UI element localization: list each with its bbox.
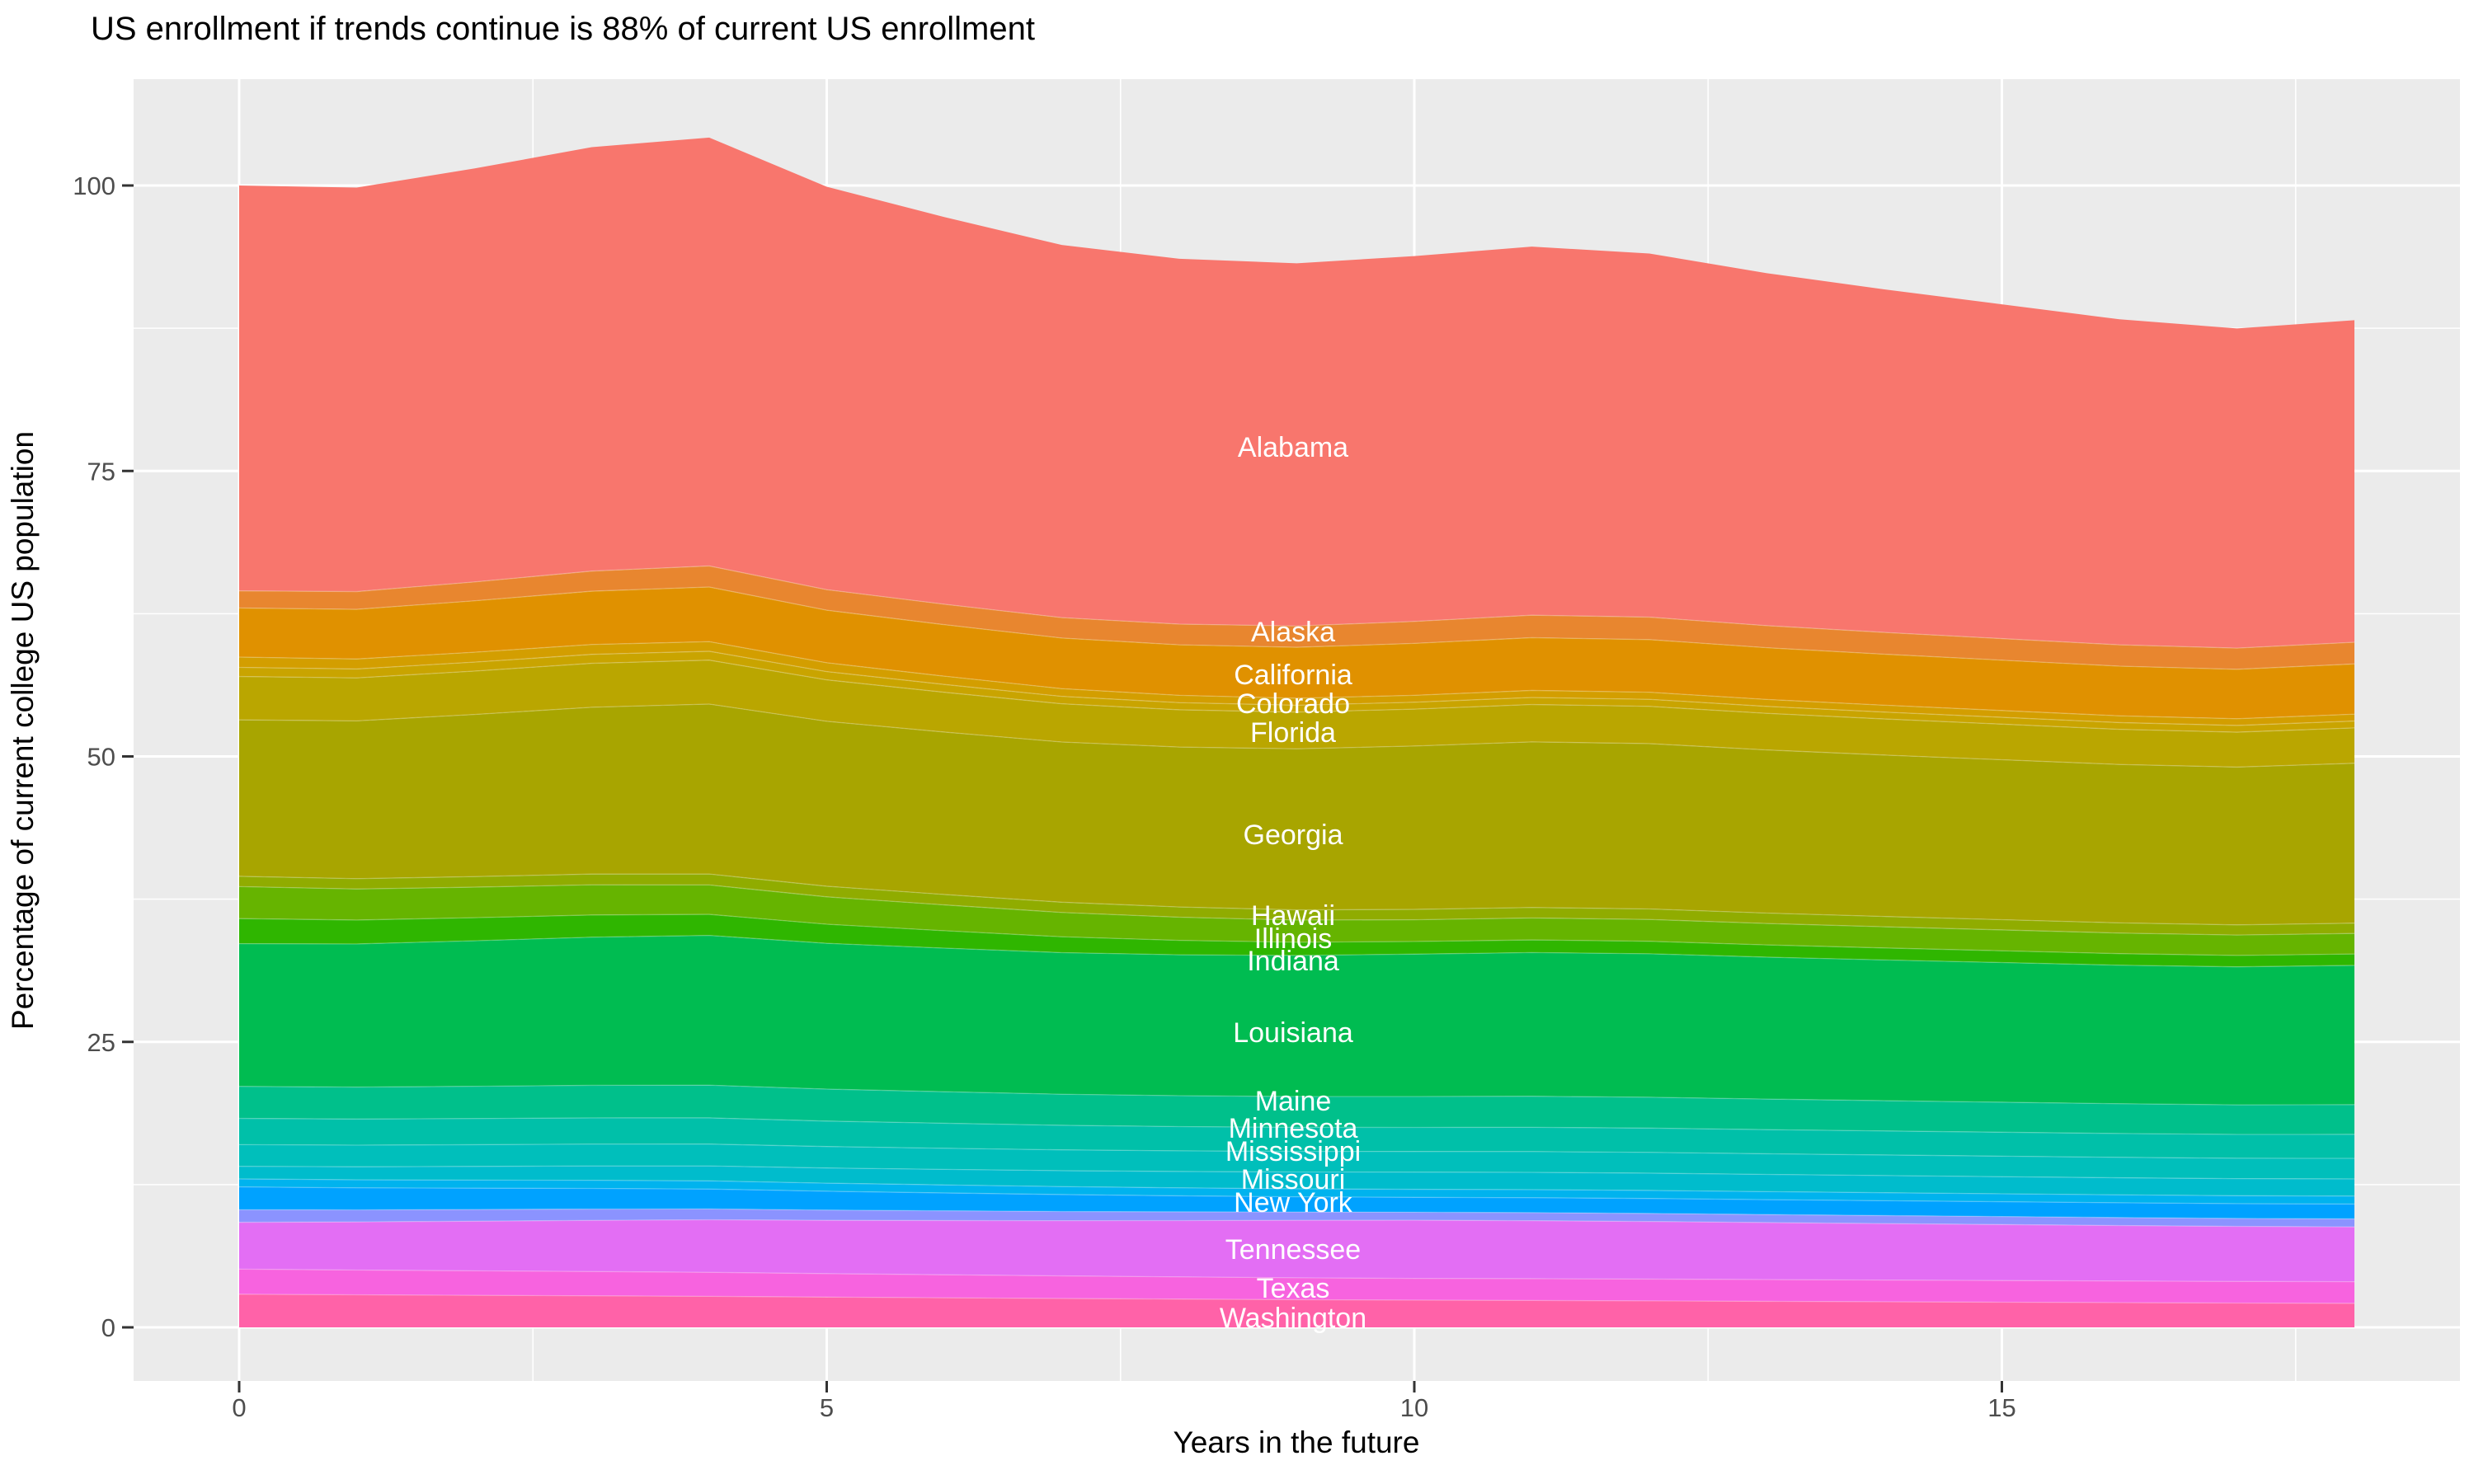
- state-label-georgia: Georgia: [1244, 819, 1343, 851]
- area-illinois: [239, 885, 2354, 956]
- band-seam: [238, 1084, 2355, 1106]
- state-label-maine: Maine: [1255, 1086, 1332, 1117]
- area-georgia: [239, 703, 2354, 925]
- area-indiana: [239, 914, 2354, 967]
- band-seam: [238, 1117, 2355, 1135]
- x-tick-label-5: 5: [820, 1393, 834, 1422]
- band-seam: [238, 1294, 2355, 1304]
- state-label-alabama: Alabama: [1238, 432, 1348, 463]
- x-tick-label-0: 0: [232, 1393, 246, 1422]
- state-label-alaska: Alaska: [1251, 617, 1335, 648]
- state-label-washington: Washington: [1220, 1303, 1366, 1334]
- band-seam: [238, 1219, 2355, 1228]
- area-mississippi: [239, 1144, 2354, 1179]
- band-seam: [238, 934, 2355, 968]
- band-seam: [238, 1144, 2355, 1159]
- area-unlabeled-state: [239, 1209, 2354, 1228]
- area-florida: [239, 660, 2354, 768]
- x-axis-title: Years in the future: [1174, 1425, 1420, 1459]
- x-tick-label-15: 15: [1987, 1393, 2015, 1422]
- state-label-texas: Texas: [1257, 1273, 1330, 1304]
- area-alabama: [239, 137, 2354, 649]
- band-seam: [238, 1186, 2355, 1205]
- area-hawaii: [239, 874, 2354, 936]
- band-seam: [238, 913, 2355, 956]
- y-axis-title: Percentage of current college US populat…: [6, 431, 40, 1030]
- chart-title: US enrollment if trends continue is 88% …: [91, 11, 1035, 47]
- band-seam: [238, 884, 2355, 936]
- state-label-illinois: Illinois: [1254, 923, 1332, 955]
- area-maine: [239, 1085, 2354, 1135]
- area-washington: [239, 1294, 2354, 1327]
- band-seam: [238, 1268, 2355, 1283]
- y-tick-label-50: 50: [87, 743, 115, 772]
- area-tennessee: [239, 1219, 2354, 1282]
- state-label-mississippi: Mississippi: [1225, 1136, 1361, 1167]
- y-tick-label-75: 75: [87, 457, 115, 486]
- area-texas: [239, 1269, 2354, 1303]
- band-seam: [238, 660, 2355, 733]
- band-seam: [238, 1165, 2355, 1180]
- band-seam: [238, 1178, 2355, 1197]
- band-seam: [238, 703, 2355, 768]
- state-label-colorado: Colorado: [1236, 688, 1350, 720]
- band-seam: [238, 565, 2355, 649]
- state-label-california: California: [1234, 660, 1352, 691]
- y-tick-label-100: 100: [73, 171, 115, 200]
- axis-tick-marks: [122, 184, 2003, 1392]
- band-seam: [238, 586, 2355, 670]
- state-label-minnesota: Minnesota: [1229, 1113, 1358, 1144]
- area-minnesota: [239, 1117, 2354, 1159]
- area-unlabeled-state: [239, 1178, 2354, 1205]
- y-tick-label-0: 0: [101, 1313, 115, 1342]
- state-label-missouri: Missouri: [1241, 1164, 1346, 1195]
- area-colorado: [239, 641, 2354, 726]
- band-seam-highlights: [238, 565, 2355, 1304]
- band-seam: [238, 1208, 2355, 1220]
- area-unlabeled-state: [239, 650, 2354, 733]
- state-label-indiana: Indiana: [1247, 946, 1339, 977]
- band-seam: [238, 650, 2355, 726]
- state-area-bands: [239, 137, 2354, 1327]
- state-label-tennessee: Tennessee: [1225, 1234, 1361, 1266]
- state-label-hawaii: Hawaii: [1251, 900, 1335, 932]
- area-louisiana: [239, 935, 2354, 1106]
- y-axis-tick-labels: 100 75 50 25 0: [73, 171, 115, 1342]
- area-missouri: [239, 1166, 2354, 1196]
- area-alaska: [239, 566, 2354, 669]
- state-label-new-york: New York: [1234, 1187, 1353, 1219]
- area-new-york: [239, 1186, 2354, 1219]
- y-tick-label-25: 25: [87, 1028, 115, 1057]
- state-label-florida: Florida: [1250, 717, 1336, 749]
- x-tick-label-10: 10: [1400, 1393, 1428, 1422]
- band-seam: [238, 873, 2355, 926]
- area-california: [239, 586, 2354, 719]
- band-seam: [238, 641, 2355, 720]
- x-axis-tick-labels: 0 5 10 15: [232, 1393, 2015, 1422]
- state-label-louisiana: Louisiana: [1233, 1017, 1353, 1049]
